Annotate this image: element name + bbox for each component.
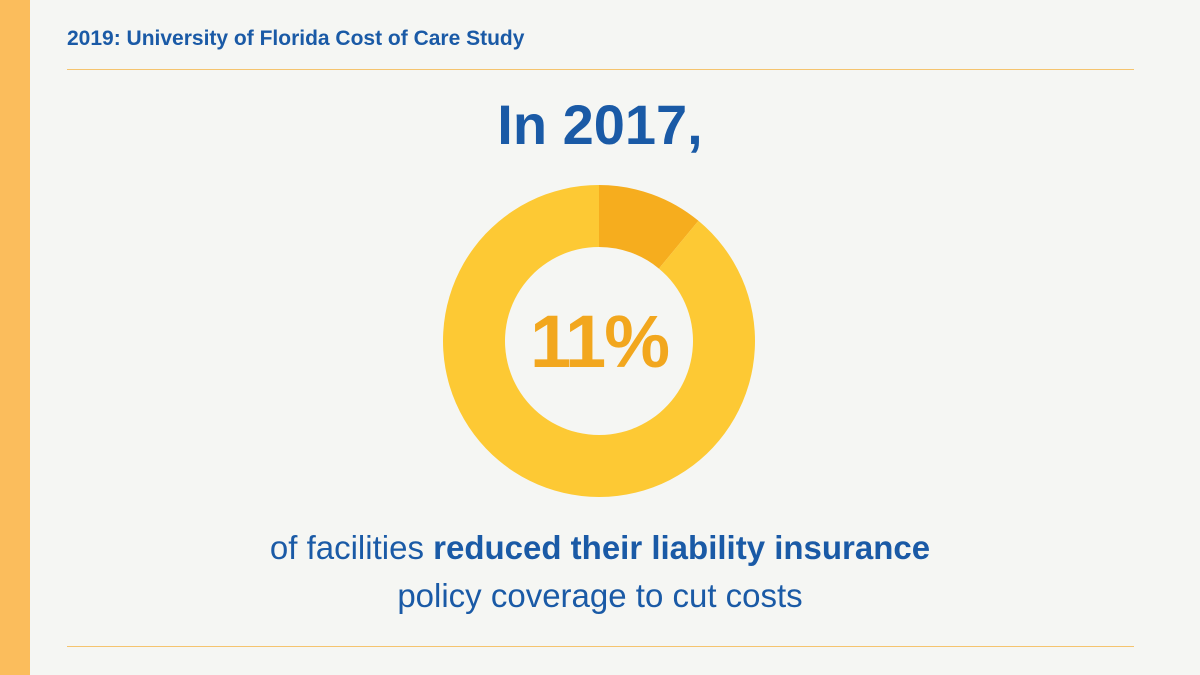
caption-emphasis: reduced their liability insurance [433,529,931,566]
caption-line-2: policy coverage to cut costs [397,577,803,614]
caption-prefix: of facilities [269,529,424,566]
donut-slice-1 [443,185,755,497]
donut-slice-0 [599,185,699,269]
donut-chart [443,185,755,497]
study-title: 2019: University of Florida Cost of Care… [67,27,525,50]
top-divider [67,69,1134,70]
donut-center-percent: 11% [529,299,670,383]
caption-line-1: of facilities reduced their liability in… [0,524,1200,572]
accent-side-bar [0,0,30,675]
bottom-divider [67,646,1134,647]
caption: of facilities reduced their liability in… [0,524,1200,620]
headline-year: In 2017, [497,93,703,156]
